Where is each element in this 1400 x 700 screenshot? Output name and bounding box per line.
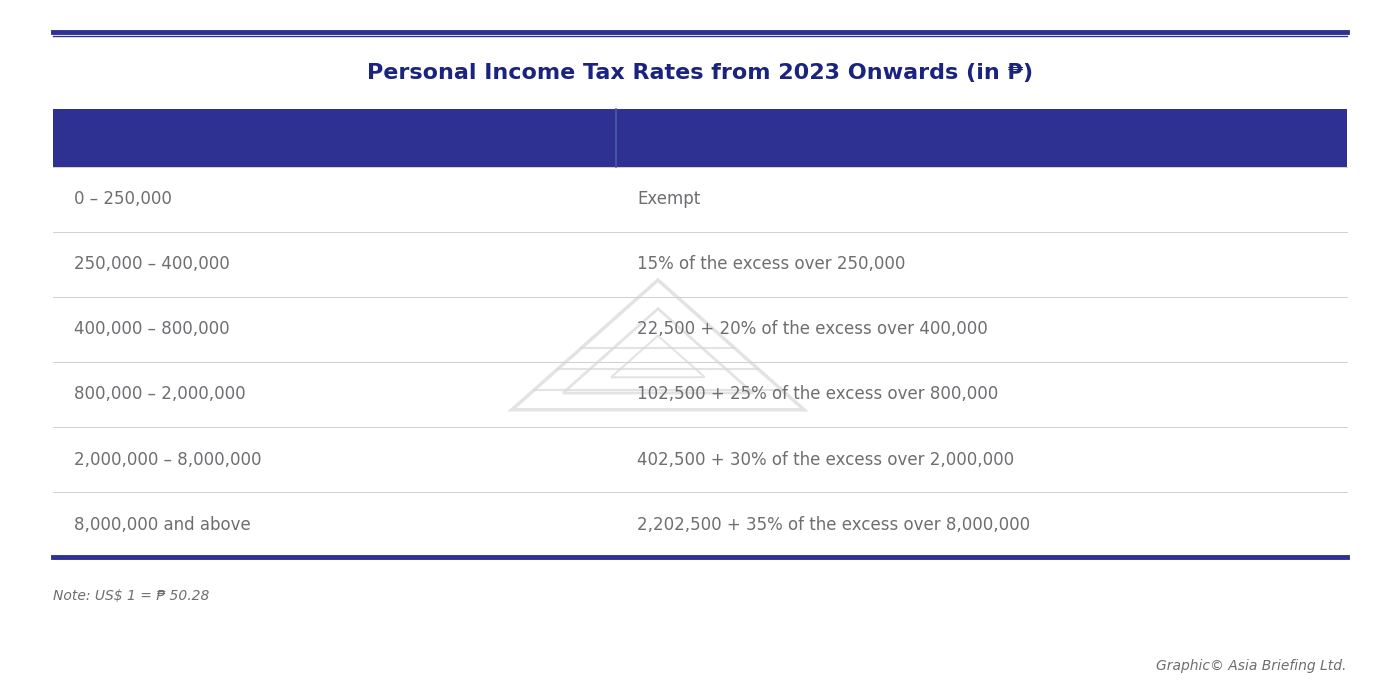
Text: 800,000 – 2,000,000: 800,000 – 2,000,000 [74, 386, 246, 403]
Text: 15% of the excess over 250,000: 15% of the excess over 250,000 [637, 256, 906, 273]
Text: 102,500 + 25% of the excess over 800,000: 102,500 + 25% of the excess over 800,000 [637, 386, 998, 403]
Text: 250,000 – 400,000: 250,000 – 400,000 [74, 256, 230, 273]
Text: 22,500 + 20% of the excess over 400,000: 22,500 + 20% of the excess over 400,000 [637, 321, 987, 338]
Text: Graphic© Asia Briefing Ltd.: Graphic© Asia Briefing Ltd. [1156, 659, 1347, 673]
Text: 2,202,500 + 35% of the excess over 8,000,000: 2,202,500 + 35% of the excess over 8,000… [637, 516, 1030, 533]
Text: 2,000,000 – 8,000,000: 2,000,000 – 8,000,000 [74, 451, 262, 468]
Text: Annual taxable income: Annual taxable income [74, 129, 305, 146]
Text: Note: US$ 1 = ₱ 50.28: Note: US$ 1 = ₱ 50.28 [53, 589, 210, 603]
Text: 8,000,000 and above: 8,000,000 and above [74, 516, 251, 533]
Text: 402,500 + 30% of the excess over 2,000,000: 402,500 + 30% of the excess over 2,000,0… [637, 451, 1014, 468]
Text: Tax rate: Tax rate [637, 129, 718, 146]
Text: 0 – 250,000: 0 – 250,000 [74, 190, 172, 208]
Text: Personal Income Tax Rates from 2023 Onwards (in ₱): Personal Income Tax Rates from 2023 Onwa… [367, 64, 1033, 83]
Text: Exempt: Exempt [637, 190, 700, 208]
Text: 400,000 – 800,000: 400,000 – 800,000 [74, 321, 230, 338]
